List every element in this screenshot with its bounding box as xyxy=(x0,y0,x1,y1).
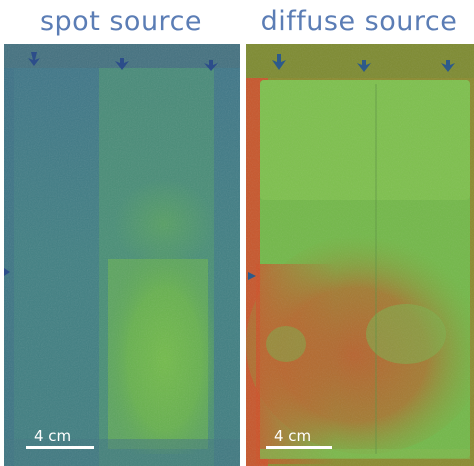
scale-bar-label: 4 cm xyxy=(34,427,72,445)
panel-title-diffuse-source: diffuse source xyxy=(260,6,458,37)
panel-title-spot-source: spot source xyxy=(39,6,203,37)
marker-arrow-icon xyxy=(248,54,455,280)
diffuse-source-image-panel: 4 cm xyxy=(246,44,474,466)
diffuse-source-heatmap xyxy=(246,44,474,466)
marker-arrow-icon xyxy=(4,52,218,276)
spot-source-image-panel: 4 cm xyxy=(4,44,240,466)
scale-bar xyxy=(26,446,94,449)
spot-source-heatmap xyxy=(4,44,240,466)
scale-bar-label: 4 cm xyxy=(274,427,312,445)
scale-bar xyxy=(266,446,332,449)
